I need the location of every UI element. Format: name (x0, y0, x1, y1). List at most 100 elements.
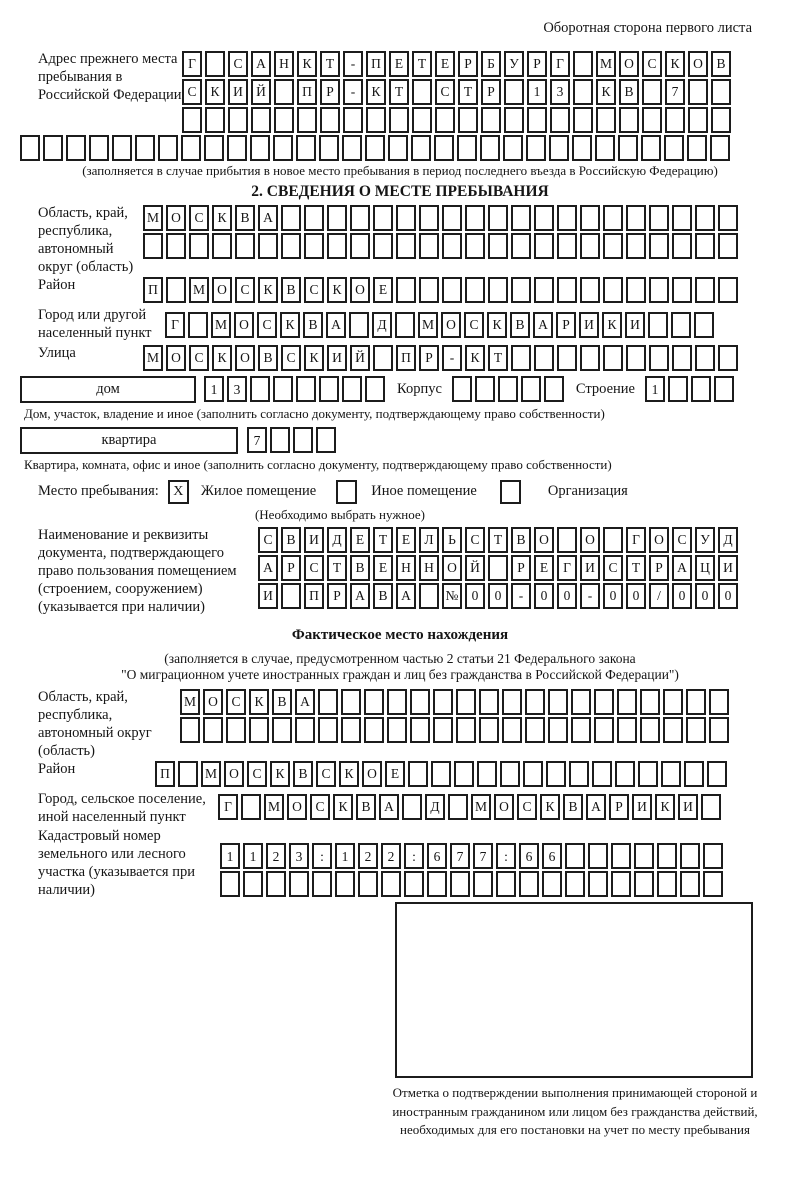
char-cell[interactable]: В (511, 526, 531, 553)
char-cell[interactable]: К (270, 760, 290, 787)
char-cell[interactable]: С (642, 51, 662, 77)
char-cell[interactable]: С (226, 688, 246, 715)
char-cell[interactable]: Т (320, 51, 340, 77)
char-cell[interactable]: Р (556, 311, 576, 338)
char-cell[interactable]: А (326, 311, 346, 338)
char-cell[interactable] (588, 843, 608, 870)
char-cell[interactable]: : (496, 843, 516, 870)
char-cell[interactable] (188, 311, 208, 338)
char-cell[interactable]: К (339, 760, 359, 787)
char-cell[interactable] (316, 427, 336, 454)
char-cell[interactable]: К (465, 344, 485, 371)
char-cell[interactable] (594, 716, 614, 743)
char-cell[interactable] (548, 716, 568, 743)
char-cell[interactable]: Г (182, 51, 202, 77)
char-cell[interactable] (477, 760, 497, 787)
char-cell[interactable] (266, 871, 286, 898)
char-cell[interactable] (690, 376, 711, 403)
char-cell[interactable]: В (281, 526, 301, 553)
char-cell[interactable]: Б (481, 51, 501, 77)
char-cell[interactable]: Р (481, 79, 501, 105)
char-cell[interactable]: Р (527, 51, 547, 77)
char-cell[interactable]: М (201, 760, 221, 787)
char-cell[interactable] (365, 135, 385, 161)
char-cell[interactable] (525, 688, 545, 715)
char-cell[interactable]: С (281, 344, 301, 371)
char-cell[interactable] (642, 79, 662, 105)
char-cell[interactable]: № (442, 582, 462, 609)
char-cell[interactable]: Н (396, 554, 416, 581)
char-cell[interactable] (412, 79, 432, 105)
char-cell[interactable] (642, 107, 662, 133)
char-cell[interactable] (603, 233, 623, 259)
char-cell[interactable] (456, 688, 476, 715)
char-cell[interactable]: А (396, 582, 416, 609)
char-cell[interactable] (569, 760, 589, 787)
char-cell[interactable] (226, 716, 246, 743)
char-cell[interactable]: С (435, 79, 455, 105)
char-cell[interactable]: Г (165, 311, 185, 338)
char-cell[interactable] (396, 233, 416, 259)
char-cell[interactable] (448, 793, 468, 820)
char-cell[interactable] (419, 233, 439, 259)
char-cell[interactable]: В (711, 51, 731, 77)
char-cell[interactable] (695, 344, 715, 371)
char-cell[interactable] (456, 716, 476, 743)
char-cell[interactable] (502, 688, 522, 715)
char-cell[interactable]: Т (373, 526, 393, 553)
char-cell[interactable] (327, 205, 347, 231)
char-cell[interactable] (342, 376, 362, 403)
char-cell[interactable]: 0 (603, 582, 623, 609)
char-cell[interactable]: Е (373, 554, 393, 581)
char-cell[interactable] (550, 107, 570, 133)
char-cell[interactable] (711, 107, 731, 133)
char-cell[interactable] (180, 716, 200, 743)
char-cell[interactable]: Р (327, 582, 347, 609)
char-cell[interactable] (557, 276, 577, 303)
char-cell[interactable]: В (350, 554, 370, 581)
char-cell[interactable] (480, 135, 500, 161)
char-cell[interactable] (381, 871, 401, 898)
char-cell[interactable] (619, 107, 639, 133)
char-cell[interactable]: - (580, 582, 600, 609)
char-cell[interactable] (548, 688, 568, 715)
char-cell[interactable]: В (293, 760, 313, 787)
char-cell[interactable]: С (464, 311, 484, 338)
char-cell[interactable] (297, 107, 317, 133)
char-cell[interactable] (526, 135, 546, 161)
char-cell[interactable]: И (327, 344, 347, 371)
char-cell[interactable]: О (441, 311, 461, 338)
char-cell[interactable]: И (625, 311, 645, 338)
char-cell[interactable]: С (228, 51, 248, 77)
char-cell[interactable]: О (494, 793, 514, 820)
char-cell[interactable] (603, 344, 623, 371)
char-cell[interactable]: 3 (227, 376, 247, 403)
char-cell[interactable]: 0 (718, 582, 738, 609)
char-cell[interactable] (680, 871, 700, 898)
char-cell[interactable] (688, 79, 708, 105)
char-cell[interactable]: У (504, 51, 524, 77)
char-cell[interactable] (488, 205, 508, 231)
char-cell[interactable] (89, 135, 109, 161)
char-cell[interactable] (557, 205, 577, 231)
char-cell[interactable]: И (580, 554, 600, 581)
char-cell[interactable]: С (304, 554, 324, 581)
char-cell[interactable] (304, 205, 324, 231)
char-cell[interactable]: М (418, 311, 438, 338)
char-cell[interactable] (649, 205, 669, 231)
char-cell[interactable]: А (379, 793, 399, 820)
char-cell[interactable] (511, 233, 531, 259)
char-cell[interactable]: К (212, 205, 232, 231)
char-cell[interactable] (296, 135, 316, 161)
char-cell[interactable] (611, 871, 631, 898)
char-cell[interactable] (250, 376, 270, 403)
char-cell[interactable]: И (579, 311, 599, 338)
char-cell[interactable] (680, 843, 700, 870)
char-cell[interactable] (281, 582, 301, 609)
char-cell[interactable] (419, 276, 439, 303)
char-cell[interactable]: Л (419, 526, 439, 553)
char-cell[interactable] (442, 276, 462, 303)
char-cell[interactable] (274, 107, 294, 133)
char-cell[interactable] (473, 871, 493, 898)
char-cell[interactable]: В (272, 688, 292, 715)
